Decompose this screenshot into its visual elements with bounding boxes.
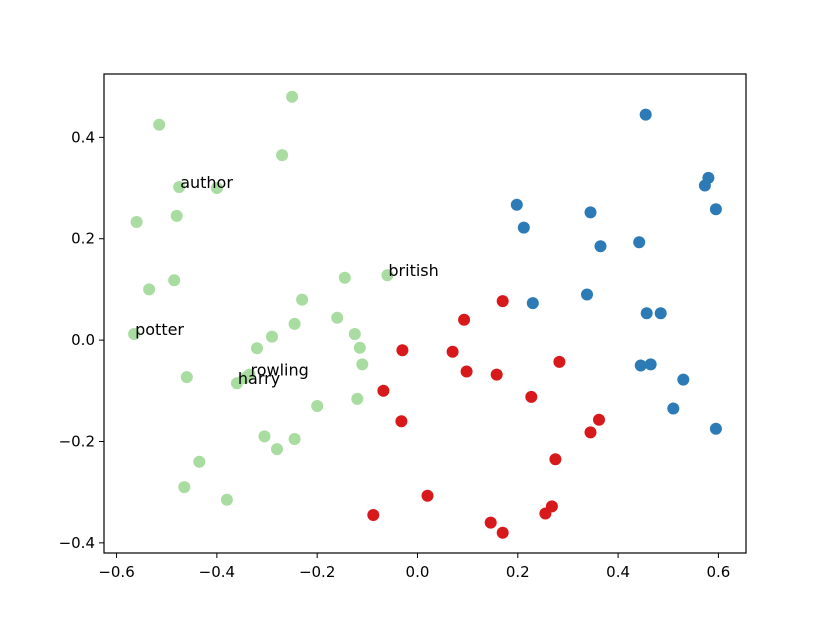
scatter-point-series-2-11 bbox=[640, 307, 653, 320]
scatter-point-series-0-23 bbox=[180, 371, 193, 384]
scatter-point-series-0-26 bbox=[258, 430, 271, 443]
scatter-point-series-1-12 bbox=[549, 453, 562, 466]
annotation-rowling: rowling bbox=[251, 361, 309, 380]
scatter-point-series-1-3 bbox=[446, 345, 459, 358]
scatter-point-series-2-14 bbox=[644, 358, 657, 371]
scatter-point-series-0-19 bbox=[356, 358, 369, 371]
scatter-point-series-0-10 bbox=[143, 283, 156, 296]
scatter-point-series-0-16 bbox=[266, 330, 278, 343]
scatter-point-series-1-7 bbox=[377, 384, 390, 397]
annotation-potter: potter bbox=[135, 320, 184, 339]
scatter-point-series-1-18 bbox=[496, 526, 509, 539]
scatter-point-series-1-11 bbox=[584, 426, 597, 439]
scatter-point-series-2-0 bbox=[639, 108, 652, 121]
annotation-author: author bbox=[180, 173, 233, 192]
scatter-point-series-2-10 bbox=[581, 288, 593, 301]
scatter-point-series-0-14 bbox=[331, 311, 344, 324]
scatter-point-series-1-10 bbox=[593, 413, 605, 426]
scatter-point-series-0-22 bbox=[230, 377, 243, 390]
scatter-point-series-0-1 bbox=[153, 118, 166, 131]
scatter-point-series-1-17 bbox=[484, 516, 497, 529]
scatter-point-series-0-3 bbox=[173, 181, 186, 193]
scatter-point-series-0-30 bbox=[178, 481, 191, 494]
scatter-point-series-0-4 bbox=[210, 182, 223, 194]
scatter-point-series-2-15 bbox=[677, 373, 690, 386]
y-tick-label: 0.4 bbox=[71, 128, 95, 146]
scatter-point-series-1-9 bbox=[395, 415, 408, 428]
scatter-point-series-2-12 bbox=[654, 307, 667, 320]
annotation-harry: harry bbox=[238, 369, 280, 388]
x-tick-label: 0.2 bbox=[506, 563, 530, 581]
scatter-point-series-1-5 bbox=[490, 368, 503, 381]
scatter-point-series-0-9 bbox=[168, 274, 181, 287]
x-tick-label: 0.4 bbox=[606, 563, 630, 581]
scatter-point-series-0-8 bbox=[381, 269, 394, 282]
y-axis: −0.4 −0.2 0.0 0.2 0.4 bbox=[59, 128, 104, 552]
scatter-point-series-2-17 bbox=[709, 422, 722, 435]
scatter-point-series-0-6 bbox=[130, 216, 143, 228]
scatter-point-series-2-3 bbox=[510, 198, 523, 211]
scatter-point-series-0-5 bbox=[170, 209, 183, 222]
scatter-point-series-1-0 bbox=[496, 295, 509, 308]
y-tick-label: −0.2 bbox=[59, 432, 95, 450]
scatter-point-series-2-8 bbox=[594, 240, 607, 253]
scatter-point-series-0-11 bbox=[296, 293, 309, 306]
scatter-point-series-0-28 bbox=[271, 443, 283, 456]
scatter-point-series-0-31 bbox=[220, 493, 233, 506]
scatter-point-series-0-18 bbox=[251, 342, 263, 355]
scatter-point-series-1-2 bbox=[396, 344, 409, 357]
y-tick-label: 0.0 bbox=[71, 331, 95, 349]
x-tick-label: −0.6 bbox=[98, 563, 134, 581]
scatter-point-series-0-13 bbox=[288, 317, 301, 330]
scatter-point-series-1-4 bbox=[460, 365, 473, 378]
scatter-point-series-1-8 bbox=[525, 390, 538, 403]
scatter-point-series-2-16 bbox=[667, 402, 680, 415]
scatter-point-series-0-2 bbox=[276, 149, 289, 162]
scatter-point-series-0-24 bbox=[351, 392, 364, 405]
x-tick-label: −0.2 bbox=[299, 563, 335, 581]
x-tick-label: 0.0 bbox=[406, 563, 430, 581]
scatter-point-series-0-0 bbox=[286, 90, 299, 103]
scatter-point-series-0-29 bbox=[193, 455, 206, 468]
scatter-point-series-0-25 bbox=[311, 400, 324, 412]
scatter-point-series-1-13 bbox=[421, 489, 434, 502]
scatter-point-series-2-2 bbox=[698, 179, 711, 192]
x-tick-label: 0.6 bbox=[706, 563, 730, 581]
scatter-point-series-0-7 bbox=[338, 271, 351, 284]
scatter-point-series-0-17 bbox=[353, 341, 366, 354]
annotation-british: british bbox=[388, 261, 438, 280]
y-tick-label: −0.4 bbox=[59, 534, 95, 552]
data-points bbox=[128, 90, 722, 539]
y-tick-label: 0.2 bbox=[71, 230, 95, 248]
scatter-point-series-1-15 bbox=[367, 509, 380, 521]
x-axis: −0.6 −0.4 −0.2 0.0 0.2 0.4 0.6 bbox=[98, 553, 730, 581]
scatter-point-series-1-6 bbox=[553, 355, 566, 368]
scatter-point-series-2-4 bbox=[584, 206, 597, 219]
scatter-point-series-2-5 bbox=[709, 203, 722, 216]
scatter-point-series-0-27 bbox=[288, 433, 301, 445]
x-tick-label: −0.4 bbox=[199, 563, 235, 581]
scatter-point-series-2-6 bbox=[517, 221, 530, 234]
scatter-point-series-1-1 bbox=[458, 313, 471, 326]
scatter-point-series-2-9 bbox=[526, 297, 539, 310]
plot-frame bbox=[103, 73, 747, 554]
scatter-point-series-1-16 bbox=[539, 507, 552, 520]
scatter-point-series-0-15 bbox=[348, 328, 361, 340]
scatter-point-series-0-12 bbox=[128, 328, 141, 340]
scatter-point-series-2-7 bbox=[633, 236, 646, 249]
scatter-point-series-2-13 bbox=[634, 359, 647, 372]
